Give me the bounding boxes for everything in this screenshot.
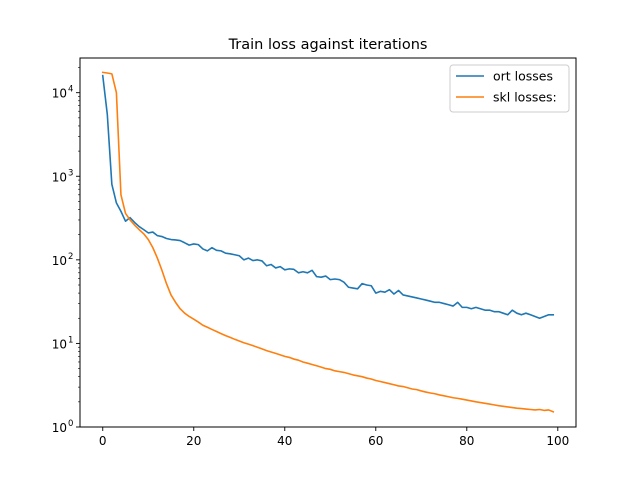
- y-tick-exponent: 1: [68, 335, 73, 345]
- series-line-ort-losses: [101, 74, 555, 320]
- y-tick-exponent: 2: [68, 252, 73, 262]
- y-tick-exponent: 3: [68, 168, 73, 178]
- x-tick-label: 0: [99, 434, 107, 448]
- axes-frame: [79, 57, 577, 428]
- y-tick-label: 104: [52, 85, 74, 101]
- legend-label: ort losses: [493, 69, 553, 84]
- y-tick-exponent: 4: [68, 85, 73, 95]
- x-tick-label: 40: [277, 434, 292, 448]
- legend-label: skl losses:: [493, 90, 557, 105]
- y-tick-label: 103: [52, 168, 74, 184]
- series-line-skl-losses: [101, 71, 555, 413]
- chart-title: Train loss against iterations: [228, 37, 428, 53]
- y-tick-label: 101: [52, 335, 74, 351]
- x-tick-label: 60: [368, 434, 383, 448]
- y-tick-label: 102: [52, 252, 74, 268]
- y-tick-label: 100: [52, 419, 74, 435]
- x-axis: 0 20 40 60 80 100: [99, 427, 569, 448]
- y-tick-exponent: 0: [68, 419, 73, 429]
- series-group: [101, 71, 555, 413]
- x-tick-label: 100: [546, 434, 569, 448]
- x-tick-label: 80: [459, 434, 474, 448]
- legend: ort losses skl losses:: [449, 64, 570, 113]
- x-tick-label: 20: [186, 434, 201, 448]
